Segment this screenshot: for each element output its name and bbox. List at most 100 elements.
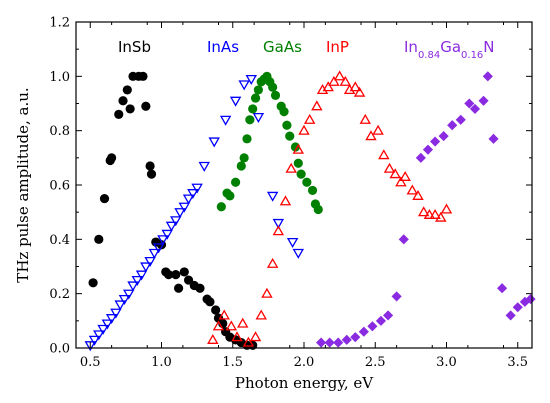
data-point-insb [211, 305, 221, 315]
data-point-in0-84ga0-16n [391, 291, 402, 302]
data-point-inas [266, 191, 279, 202]
data-point-gaas [293, 158, 303, 168]
data-point-inp [292, 143, 305, 154]
data-point-in0-84ga0-16n [525, 294, 536, 305]
data-point-in0-84ga0-16n [333, 337, 344, 348]
data-point-inas [88, 335, 101, 346]
data-point-inas [140, 262, 152, 273]
data-point-inp [285, 162, 297, 173]
series-insb [88, 71, 258, 350]
data-point-inas [157, 235, 169, 246]
x-tick-label: 0.5 [80, 355, 101, 370]
data-point-in0-84ga0-16n [519, 296, 530, 307]
data-point-insb [122, 85, 132, 95]
series-inas [84, 74, 305, 352]
data-point-in0-84ga0-16n [482, 71, 493, 82]
data-point-in0-84ga0-16n [398, 234, 409, 245]
data-point-in0-84ga0-16n [367, 321, 378, 332]
data-point-insb [195, 283, 205, 293]
x-tick-label: 3.0 [436, 355, 457, 370]
x-tick-label: 1.5 [222, 355, 243, 370]
data-point-gaas [253, 85, 263, 95]
data-point-inp [266, 257, 279, 268]
data-point-gaas [236, 161, 246, 171]
data-point-insb [99, 193, 110, 204]
data-point-insb [125, 104, 135, 114]
data-point-in0-84ga0-16n [415, 152, 426, 163]
data-point-inas [114, 300, 126, 311]
x-tick-label: 2.5 [365, 355, 386, 370]
data-point-inp [395, 176, 407, 187]
data-point-inp [242, 336, 255, 347]
data-point-inp [272, 225, 285, 236]
data-point-in0-84ga0-16n [455, 114, 466, 125]
data-point-inas [148, 248, 161, 259]
data-point-inp [399, 170, 411, 181]
data-point-insb [114, 109, 124, 119]
data-point-inas [135, 270, 148, 281]
data-point-inp [279, 195, 292, 206]
y-tick-label: 1.0 [49, 70, 70, 85]
data-point-insb [171, 270, 181, 280]
data-point-in0-84ga0-16n [438, 131, 449, 142]
series-label: InAs [207, 38, 239, 56]
data-point-insb [88, 278, 98, 288]
data-point-inp [435, 211, 447, 222]
data-point-inp [359, 113, 371, 124]
data-point-inp [365, 130, 377, 141]
data-point-inas [165, 221, 178, 232]
y-axis-title: THz pulse amplitude, a.u. [14, 87, 32, 282]
data-point-inp [389, 168, 401, 179]
data-point-in0-84ga0-16n [350, 332, 361, 343]
data-point-inp [406, 184, 419, 195]
data-point-inas [292, 248, 305, 259]
data-point-inas [198, 161, 210, 172]
y-tick-label: 0.4 [49, 233, 70, 248]
data-point-gaas [307, 185, 318, 196]
data-point-inas [238, 80, 250, 91]
data-point-inp [372, 124, 384, 135]
data-point-inas [84, 341, 96, 352]
data-point-insb [146, 169, 157, 179]
series-inp [207, 70, 453, 347]
x-tick-label: 3.5 [507, 355, 528, 370]
data-point-gaas [313, 204, 323, 215]
x-tick-label: 1.0 [151, 355, 172, 370]
axis-ticks: 0.5 1.0 1.5 2.0 2.5 3.0 3.5 0.0 0.2 0.4 0.6 0.8 1.0 1… [49, 16, 532, 370]
data-point-insb [145, 161, 155, 171]
data-point-inp [237, 317, 249, 328]
data-point-in0-84ga0-16n [422, 144, 434, 155]
data-point-in0-84ga0-16n [488, 133, 499, 144]
data-point-inp [255, 309, 267, 320]
data-point-inas [245, 74, 257, 85]
data-point-inp [311, 100, 323, 111]
data-point-inp [333, 70, 346, 81]
series-label: InSb [118, 38, 151, 56]
data-point-inp [383, 162, 396, 173]
data-point-inp [378, 149, 390, 160]
series-label: In0.84Ga0.16N [404, 38, 495, 61]
data-point-in0-84ga0-16n [497, 283, 508, 294]
data-point-insb [174, 283, 184, 293]
data-point-inp [212, 320, 225, 331]
data-point-in0-84ga0-16n [430, 136, 441, 147]
data-point-insb [205, 297, 215, 307]
data-point-inas [123, 289, 135, 300]
data-point-inas [170, 216, 182, 227]
data-point-in0-84ga0-16n [375, 315, 387, 326]
y-tick-label: 0.0 [49, 342, 70, 357]
data-point-in0-84ga0-16n [316, 337, 327, 348]
data-point-in0-84ga0-16n [358, 326, 369, 337]
data-point-insb [183, 275, 194, 285]
data-point-inp [429, 208, 441, 219]
data-point-gaas [285, 131, 295, 141]
series-in0-84ga0-16n [316, 71, 536, 348]
data-point-inas [178, 202, 191, 213]
data-point-in0-84ga0-16n [478, 95, 489, 106]
data-point-inp [249, 331, 262, 342]
y-tick-label: 0.6 [49, 179, 70, 194]
data-point-gaas [302, 177, 312, 187]
data-point-inp [417, 206, 430, 217]
data-point-inas [152, 243, 165, 254]
